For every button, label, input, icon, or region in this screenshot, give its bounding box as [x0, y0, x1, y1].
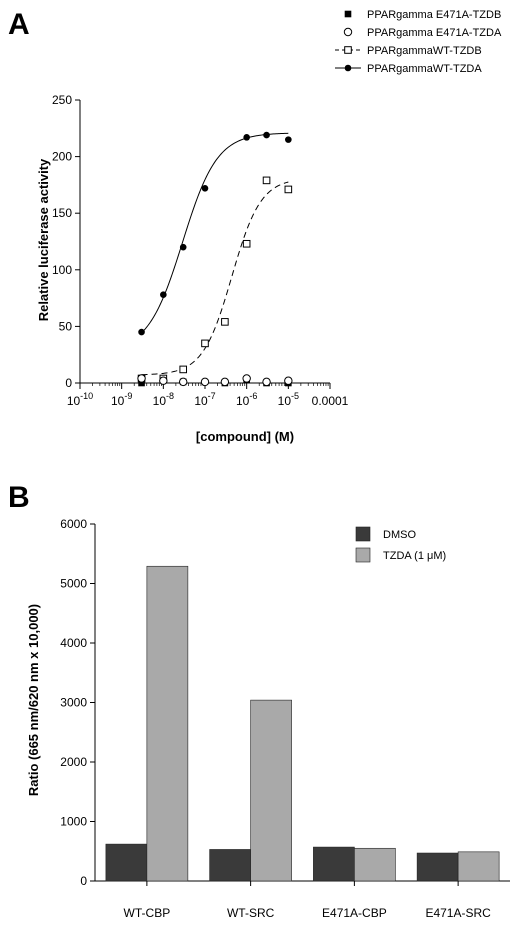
panel-a-legend: PPARgamma E471A-TZDB PPARgamma E471A-TZDA…: [335, 9, 502, 75]
panel-b-y-tick-label: 2000: [60, 755, 87, 769]
panel-a-fit-curves: [141, 132, 289, 376]
fit-curve-ppargammawt-tzda: [141, 132, 289, 334]
panel-a-data-points: [137, 131, 293, 387]
panel-a: A 0 50 100 150 200 250 10-10 10-9 10-8 10-7 10-6 10…: [8, 8, 502, 444]
panel-a-x-tick-label: 10-9: [111, 391, 132, 408]
fit-curve-ppargammawt-tzdb: [141, 181, 289, 376]
panel-a-y-tick-label: 50: [59, 319, 73, 333]
panel-b-y-axis-label: Ratio (665 nm/620 nm x 10,000): [26, 604, 41, 796]
panel-a-x-tick-label: 10-10: [67, 391, 93, 408]
panel-a-x-tick-label: 10-6: [236, 391, 257, 408]
bar-tzda-1-m-wt-cbp: [146, 565, 189, 882]
legend-marker-ppargamma-e471a-tzda: [343, 27, 353, 37]
bar-dmso-wt-src: [209, 849, 251, 882]
data-point-ppargammawt-tzda: [263, 131, 270, 139]
panel-a-letter: A: [8, 8, 30, 41]
panel-a-y-tick-label: 250: [52, 93, 72, 107]
legend-label-ppargamma-e471a-tzdb: PPARgamma E471A-TZDB: [367, 9, 501, 21]
panel-b-y-tick-label: 4000: [60, 636, 87, 650]
panel-b-y-tick-label: 1000: [60, 815, 87, 829]
panel-a-x-tick-label: 10-8: [153, 391, 174, 408]
panel-b-y-tick-label: 0: [80, 874, 87, 888]
data-point-ppargamma-e471a-tzda: [262, 377, 271, 387]
panel-a-y-axis-label: Relative luciferase activity: [36, 158, 51, 321]
data-point-ppargammawt-tzdb: [284, 185, 293, 194]
data-point-ppargammawt-tzda: [243, 134, 250, 141]
data-point-ppargammawt-tzda: [160, 291, 167, 299]
panel-b-bars: [105, 565, 500, 882]
legend-swatch-dmso: [355, 526, 371, 542]
data-point-ppargamma-e471a-tzda: [159, 376, 168, 385]
category-label-e471a-cbp: E471A-CBP: [322, 906, 387, 920]
panel-a-x-tick-label: 10-5: [278, 391, 299, 408]
data-point-ppargamma-e471a-tzdb: [138, 379, 145, 387]
legend-marker-ppargamma-e471a-tzdb: [344, 10, 352, 18]
data-point-ppargamma-e471a-tzda: [137, 374, 146, 383]
data-point-ppargammawt-tzdb: [242, 239, 251, 248]
data-point-ppargamma-e471a-tzda: [220, 377, 230, 387]
panel-b-y-tick-label: 5000: [60, 577, 87, 591]
panel-a-y-tick-label: 0: [65, 376, 72, 390]
panel-a-y-tick-label: 150: [52, 206, 72, 220]
data-point-ppargammawt-tzda: [285, 136, 292, 143]
data-point-ppargammawt-tzda: [201, 184, 209, 192]
data-point-ppargammawt-tzdb: [179, 365, 188, 374]
data-point-ppargamma-e471a-tzda: [200, 377, 210, 387]
bar-tzda-1-m-e471a-src: [457, 851, 500, 882]
panel-a-y-tick-label: 200: [52, 150, 72, 164]
data-point-ppargamma-e471a-tzda: [179, 377, 188, 387]
legend-label-ppargammawt-tzda: PPARgammaWT-TZDA: [367, 63, 482, 75]
panel-b-axes: 0 1000 2000 3000 4000 5000 6000: [60, 517, 510, 888]
category-label-wt-cbp: WT-CBP: [124, 906, 171, 920]
legend-marker-ppargammawt-tzdb: [344, 46, 352, 54]
data-point-ppargammawt-tzdb: [262, 176, 271, 185]
panel-b-y-tick-label: 6000: [60, 517, 87, 531]
bar-dmso-wt-cbp: [105, 843, 148, 882]
legend-label-tzda-1-m: TZDA (1 μM): [383, 550, 446, 562]
panel-a-x-axis-label: [compound] (M): [196, 429, 294, 444]
data-point-ppargammawt-tzdb: [221, 318, 229, 326]
bar-dmso-e471a-src: [416, 852, 459, 882]
panel-b-legend: DMSO TZDA (1 μM): [355, 526, 446, 563]
panel-b-letter: B: [8, 481, 30, 514]
legend-label-dmso: DMSO: [383, 529, 416, 541]
data-point-ppargammawt-tzdb: [201, 339, 209, 348]
panel-a-axes: 0 50 100 150 200 250 10-10 10-9 10-8 10-7 10-6 10-5…: [52, 93, 349, 408]
panel-a-y-tick-label: 100: [52, 263, 72, 277]
bar-tzda-1-m-wt-src: [250, 699, 292, 882]
panel-b-category-labels: WT-CBP WT-SRC E471A-CBP E471A-SRC: [124, 881, 491, 920]
data-point-ppargammawt-tzda: [138, 328, 145, 336]
panel-b-y-tick-label: 3000: [60, 696, 87, 710]
legend-label-ppargammawt-tzdb: PPARgammaWT-TZDB: [367, 45, 482, 57]
legend-swatch-tzda-1-m: [355, 547, 371, 563]
legend-label-ppargamma-e471a-tzda: PPARgamma E471A-TZDA: [367, 27, 502, 39]
panel-b: B 0 1000 2000 3000 4000 5000 6000 Ratio (665 n…: [8, 481, 510, 920]
data-point-ppargamma-e471a-tzda: [242, 374, 251, 383]
legend-marker-ppargammawt-tzda: [344, 64, 352, 72]
panel-a-x-tick-label: 10-7: [194, 391, 215, 408]
panel-a-x-tick-label: 0.0001: [312, 394, 349, 408]
category-label-e471a-src: E471A-SRC: [425, 906, 491, 920]
bar-tzda-1-m-e471a-cbp: [354, 847, 396, 882]
data-point-ppargammawt-tzda: [179, 243, 187, 251]
data-point-ppargamma-e471a-tzda: [284, 376, 293, 385]
category-label-wt-src: WT-SRC: [227, 906, 275, 920]
bar-dmso-e471a-cbp: [313, 846, 355, 882]
